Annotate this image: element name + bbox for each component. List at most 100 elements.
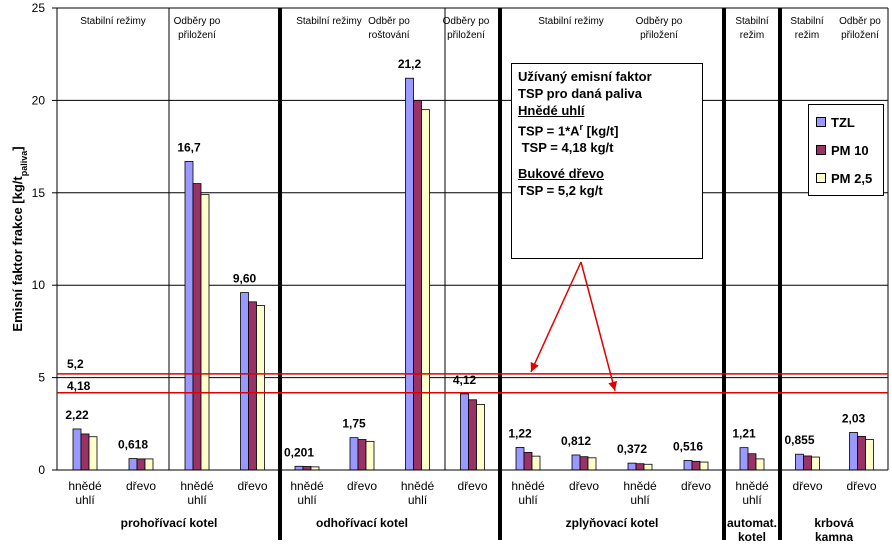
data-label: 2,03 (842, 411, 866, 425)
bar-tzl-6 (349, 437, 359, 471)
bar-tzl-1 (72, 428, 82, 471)
bar-tzl-12 (683, 460, 693, 471)
section-header: Stabilní režimy (80, 16, 146, 27)
bar-pm10-13 (747, 453, 757, 471)
reference-lines (57, 261, 888, 394)
bar-pm10-1 (80, 433, 90, 471)
section-header: roštování (368, 30, 409, 41)
data-label: 1,22 (508, 426, 532, 440)
bar-pm25-4 (256, 305, 265, 471)
reference-line-label: 4,18 (67, 379, 91, 393)
data-label: 0,812 (561, 434, 591, 448)
data-label: 0,372 (617, 442, 647, 456)
bar-pm10-14 (803, 455, 812, 471)
data-label: 2,22 (65, 408, 89, 422)
bar-pm10-2 (136, 458, 146, 471)
group-label: kotel (738, 530, 766, 544)
section-header: Odběry po (443, 16, 490, 27)
note-result-brown-coal: TSP = 4,18 kg/t (518, 140, 614, 156)
bar-pm25-14 (811, 456, 820, 471)
data-label: 0,618 (118, 438, 148, 452)
x-tick-label: uhlí (518, 493, 538, 507)
note-heading-beech-wood: Bukové dřevo (518, 166, 604, 182)
bar-pm10-4 (248, 301, 257, 471)
group-label: automat. (727, 516, 777, 530)
bars (72, 77, 874, 471)
note-line-1: Užívaný emisní faktor (518, 69, 652, 84)
y-tick-label: 5 (38, 371, 45, 385)
section-header: Stabilní režimy (296, 16, 362, 27)
group-label: krbová (814, 516, 854, 530)
legend-swatch-tzl (816, 117, 826, 127)
legend-swatch-pm25 (816, 173, 826, 183)
section-header: Odběr po (368, 16, 410, 27)
x-tick-label: hnědé (735, 479, 769, 493)
legend-swatch-pm10 (816, 145, 826, 155)
emission-factor-note: Užívaný emisní faktor TSP pro daná paliv… (511, 63, 703, 259)
data-label: 0,201 (284, 445, 314, 459)
x-tick-label: dřevo (126, 479, 156, 493)
group-label: kamna (815, 530, 853, 544)
note-line-2: TSP pro daná paliva (518, 86, 643, 101)
bar-pm25-3 (200, 194, 210, 471)
section-header: režim (740, 30, 764, 41)
bar-pm25-11 (643, 463, 653, 471)
bar-tzl-2 (128, 458, 138, 471)
reference-line-label: 5,2 (67, 357, 84, 371)
bar-pm25-12 (699, 461, 709, 471)
bar-pm25-13 (755, 458, 765, 471)
data-label: 1,75 (342, 417, 366, 431)
group-label: zplyňovací kotel (566, 516, 659, 530)
bar-pm10-15 (857, 435, 866, 471)
section-header: přiložení (640, 30, 678, 41)
x-tick-label: hnědé (401, 479, 435, 493)
x-tick-label: dřevo (237, 479, 267, 493)
section-header: Stabilní (735, 16, 769, 27)
x-tick-label: uhlí (75, 493, 95, 507)
bar-pm25-7 (421, 109, 430, 471)
x-tick-label: dřevo (681, 479, 711, 493)
x-tick-label: dřevo (347, 479, 377, 493)
section-header: Odběry po (174, 16, 221, 27)
section-header: Odběry po (636, 16, 683, 27)
x-tick-label: uhlí (742, 493, 762, 507)
bar-tzl-13 (739, 447, 749, 471)
bar-tzl-9 (515, 447, 525, 471)
legend: TZL PM 10 PM 2,5 (808, 104, 884, 196)
bar-pm25-8 (476, 403, 485, 471)
x-tick-label: uhlí (408, 493, 428, 507)
bar-pm10-11 (635, 463, 645, 471)
bar-tzl-4 (240, 292, 249, 471)
data-label: 1,21 (732, 427, 756, 441)
x-tick-label: hnědé (290, 479, 324, 493)
x-tick-label: hnědé (623, 479, 657, 493)
y-tick-label: 20 (32, 93, 46, 107)
x-tick-label: dřevo (569, 479, 599, 493)
legend-item-tzl: TZL (816, 115, 855, 130)
section-header: přiložení (178, 30, 216, 41)
x-tick-label: dřevo (792, 479, 822, 493)
y-tick-label: 15 (32, 186, 46, 200)
bar-pm25-1 (88, 436, 98, 471)
y-tick-label: 10 (32, 278, 46, 292)
bar-tzl-8 (460, 393, 469, 471)
bar-tzl-5 (294, 465, 304, 471)
bar-pm10-10 (579, 456, 589, 471)
section-header: Stabilní (790, 16, 824, 27)
note-formula: TSP = 1*Ar [kg/t] (518, 122, 619, 139)
x-tick-label: hnědé (180, 479, 214, 493)
bar-pm10-3 (192, 183, 202, 471)
bar-pm10-5 (302, 466, 312, 471)
bar-pm10-6 (357, 439, 367, 471)
bar-pm10-12 (691, 460, 701, 471)
section-header: Stabilní režimy (538, 16, 604, 27)
bar-pm10-9 (523, 452, 533, 471)
bar-tzl-10 (571, 454, 581, 471)
group-label: prohořívací kotel (121, 516, 218, 530)
group-label: odhořívací kotel (316, 516, 408, 530)
x-tick-label: dřevo (457, 479, 487, 493)
x-tick-label: hnědé (511, 479, 545, 493)
data-label: 0,516 (673, 439, 703, 453)
arrow-to-4-18 (580, 261, 618, 391)
